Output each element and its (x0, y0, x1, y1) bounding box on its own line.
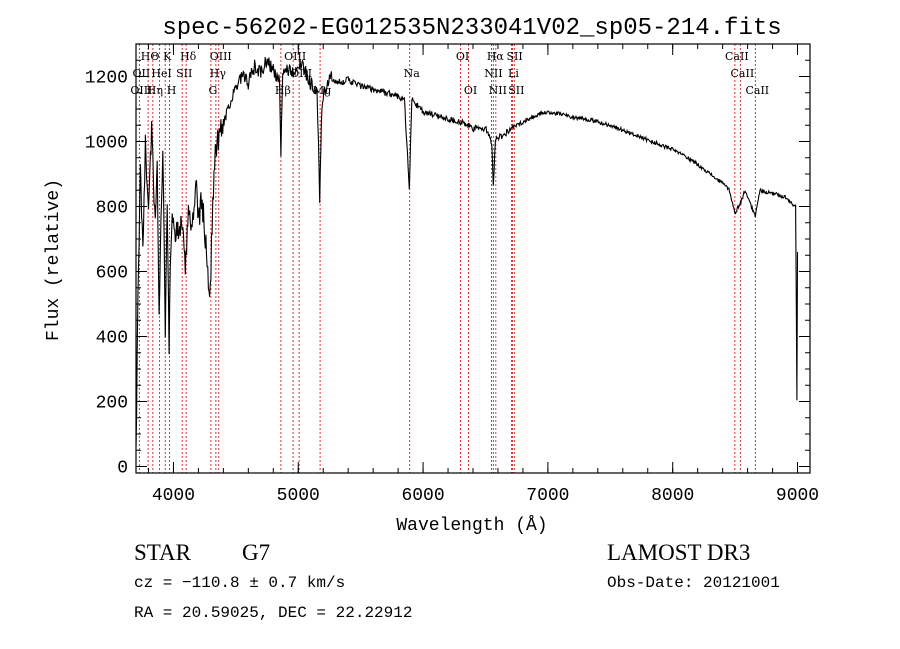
axis-ticks (136, 43, 810, 473)
marker-label: NII (484, 67, 502, 80)
marker-label: OIII (210, 50, 232, 63)
marker-label: K (163, 50, 172, 63)
marker-label: SII (506, 50, 522, 63)
x-tick-label: 8000 (651, 486, 694, 506)
marker-label: G (208, 84, 217, 97)
object-class: STAR (134, 540, 191, 565)
survey-name: LAMOST DR3 (607, 540, 751, 565)
x-tick-label: 5000 (277, 486, 320, 506)
x-axis-label: Wavelength (Å) (396, 515, 547, 536)
marker-label: HΘ (141, 50, 160, 63)
y-tick-label: 0 (117, 459, 128, 479)
marker-label: Li (508, 67, 519, 80)
marker-label: Hβ (275, 84, 291, 97)
marker-label: SII (176, 67, 192, 80)
marker-label: Na (404, 67, 421, 80)
redshift-info: cz = −110.8 ± 0.7 km/s (134, 574, 346, 592)
y-tick-label: 400 (96, 329, 128, 349)
y-tick-label: 1200 (85, 69, 128, 89)
marker-label: CaII (731, 67, 755, 80)
marker-label: Hγ (210, 67, 227, 80)
marker-label: NII (489, 84, 507, 97)
x-tick-labels: 4000 5000 6000 7000 8000 9000 (152, 486, 819, 506)
x-tick-label: 9000 (776, 486, 819, 506)
y-tick-label: 800 (96, 199, 128, 219)
y-tick-label: 1000 (85, 134, 128, 154)
x-tick-label: 6000 (401, 486, 444, 506)
y-axis-label: Flux (relative) (44, 179, 64, 341)
spectrum-line (135, 56, 799, 448)
chart-title: spec-56202-EG012535N233041V02_sp05-214.f… (162, 15, 781, 42)
obs-date: Obs-Date: 20121001 (607, 574, 780, 592)
marker-label: CaII (745, 84, 769, 97)
y-tick-label: 600 (96, 264, 128, 284)
object-subclass: G7 (242, 540, 271, 565)
y-tick-label: 200 (96, 394, 128, 414)
marker-label: CaII (725, 50, 749, 63)
marker-label: HeI (151, 67, 171, 80)
marker-label: OII (133, 67, 151, 80)
marker-label: SII (508, 84, 524, 97)
x-tick-label: 7000 (526, 486, 569, 506)
coordinates: RA = 20.59025, DEC = 22.22912 (134, 604, 413, 622)
marker-label: OI (456, 50, 469, 63)
marker-label: OI (464, 84, 477, 97)
plot-frame (135, 43, 811, 474)
marker-label: Hα (487, 50, 505, 63)
line-markers (138, 44, 756, 473)
marker-label: Hη (147, 84, 163, 97)
marker-label: H (167, 84, 177, 97)
x-tick-label: 4000 (152, 486, 195, 506)
y-tick-labels: 0 200 400 600 800 1000 1200 (85, 69, 128, 479)
marker-label: Hδ (180, 50, 197, 63)
